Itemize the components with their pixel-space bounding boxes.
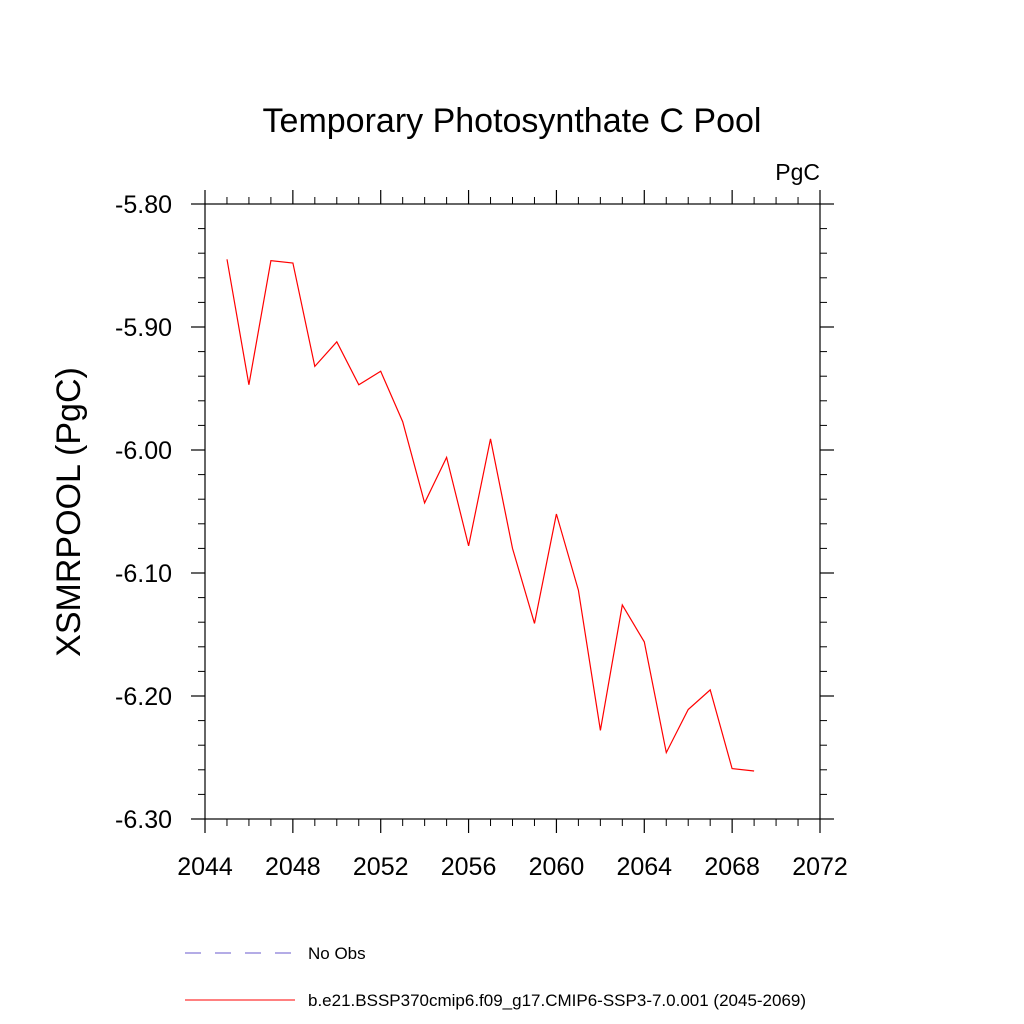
series-lines <box>226 259 755 772</box>
x-tick-label: 2044 <box>177 853 233 881</box>
y-tick-label: -6.30 <box>115 806 172 834</box>
units-label: PgC <box>775 159 820 185</box>
y-tick-label: -6.20 <box>115 683 172 711</box>
axis-ticks: 2044 2048 2052 2056 2060 2064 2068 2072 -5.80 -5.… <box>115 190 848 881</box>
legend: No Obs b.e21.BSSP370cmip6.f09_g17.CMIP6-S… <box>185 944 806 1010</box>
legend-label: No Obs <box>308 944 366 963</box>
y-tick-label: -6.10 <box>115 560 172 588</box>
x-tick-label: 2068 <box>704 853 760 881</box>
x-tick-label: 2056 <box>441 853 497 881</box>
y-tick-label: -6.00 <box>115 437 172 465</box>
plot-frame <box>204 203 821 820</box>
x-tick-label: 2048 <box>265 853 321 881</box>
y-tick-label: -5.90 <box>115 314 172 342</box>
series-line-0 <box>226 259 755 772</box>
y-tick-label: -5.80 <box>115 191 172 219</box>
legend-label: b.e21.BSSP370cmip6.f09_g17.CMIP6-SSP3-7.… <box>308 991 806 1010</box>
chart-title: Temporary Photosynthate C Pool <box>263 102 762 140</box>
x-tick-label: 2052 <box>353 853 409 881</box>
x-tick-label: 2072 <box>792 853 848 881</box>
x-tick-label: 2060 <box>529 853 585 881</box>
y-axis-label: XSMRPOOL (PgC) <box>50 367 88 657</box>
x-tick-label: 2064 <box>616 853 672 881</box>
